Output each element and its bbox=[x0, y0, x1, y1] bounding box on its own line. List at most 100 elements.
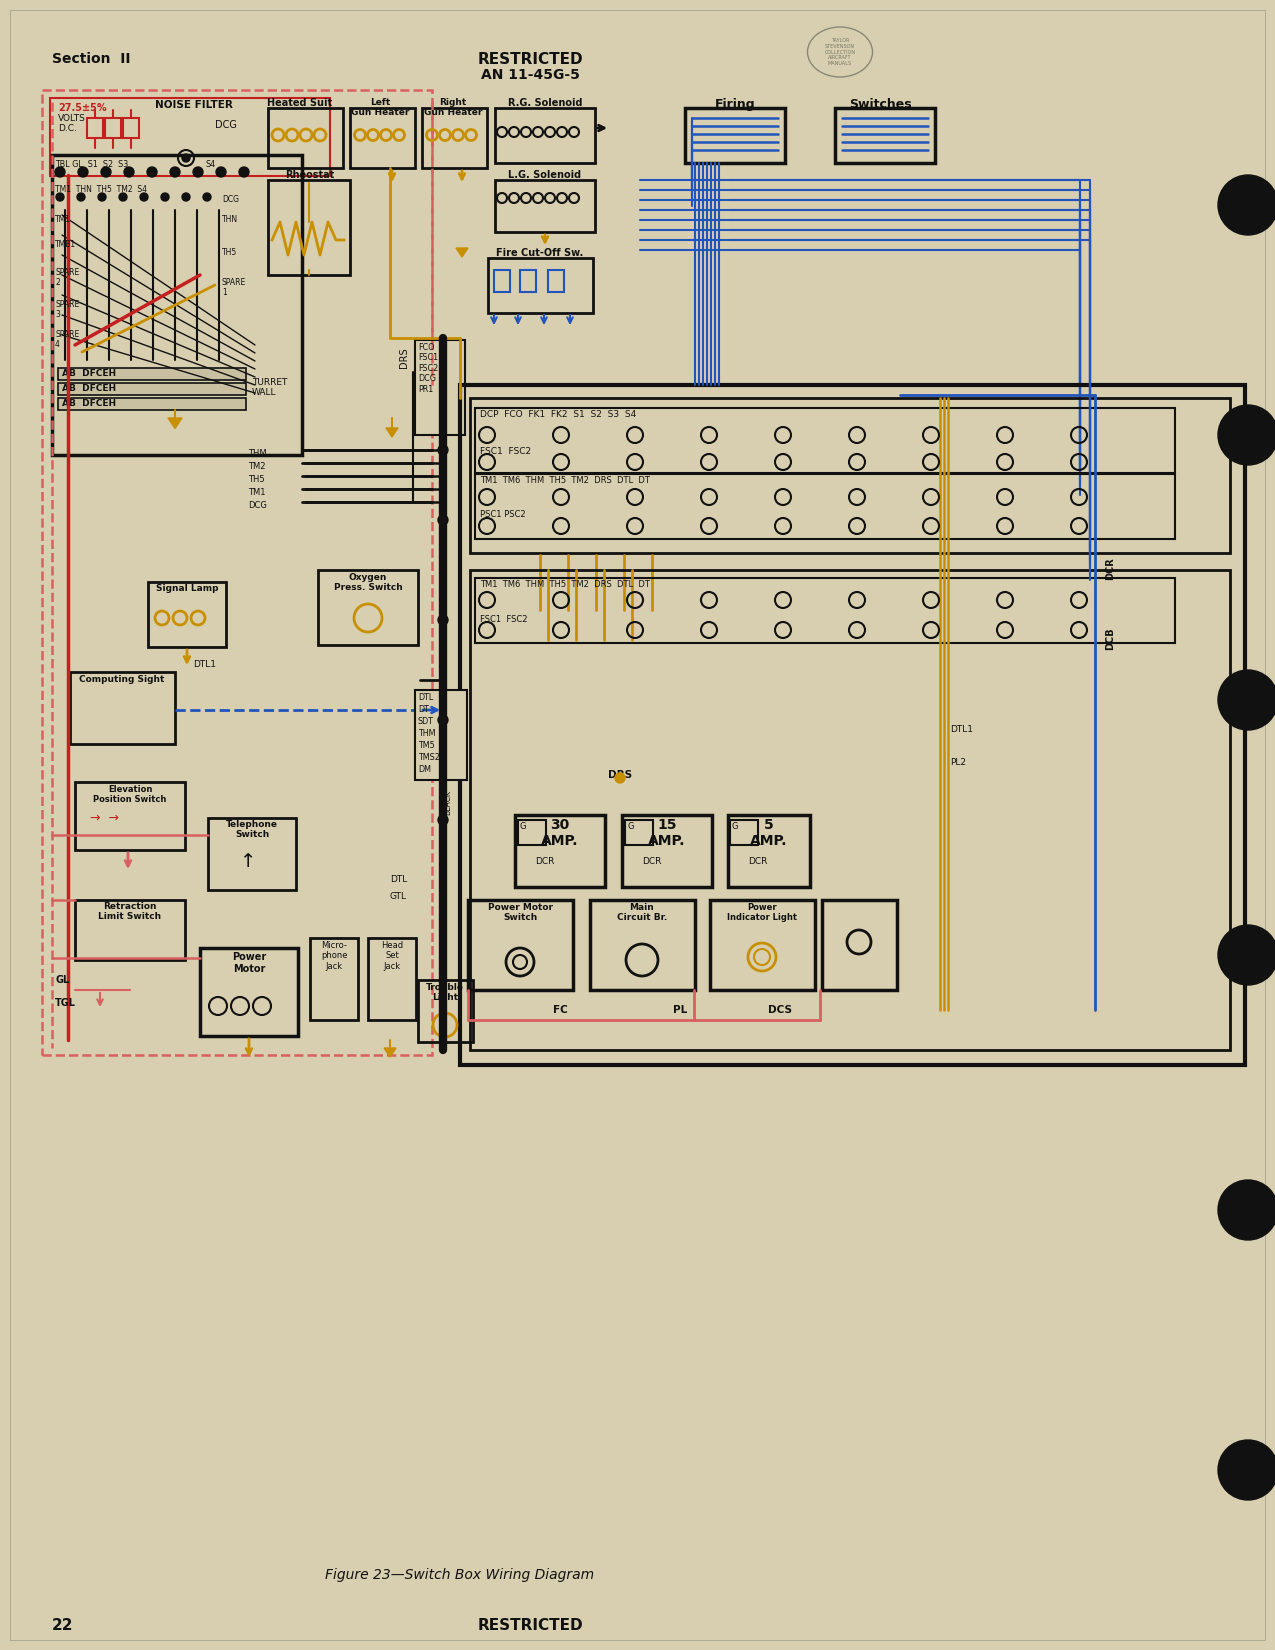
Circle shape bbox=[182, 193, 190, 201]
Bar bbox=[200, 949, 298, 1036]
Text: Fire Cut-Off Sw.: Fire Cut-Off Sw. bbox=[496, 248, 584, 257]
Text: DCG: DCG bbox=[222, 195, 238, 205]
Bar bbox=[70, 672, 175, 744]
Circle shape bbox=[215, 167, 226, 177]
Polygon shape bbox=[386, 427, 398, 437]
Text: 22: 22 bbox=[52, 1619, 74, 1633]
Text: THN: THN bbox=[222, 214, 238, 224]
Text: Firing: Firing bbox=[715, 97, 755, 111]
Text: Heated Suit: Heated Suit bbox=[268, 97, 333, 107]
Text: FCO
FSC1
FSC2
DCG
PR1: FCO FSC1 FSC2 DCG PR1 bbox=[418, 343, 439, 394]
Bar bbox=[548, 271, 564, 292]
Text: TM1: TM1 bbox=[55, 214, 71, 224]
Bar bbox=[268, 180, 351, 276]
Text: DCG: DCG bbox=[249, 502, 266, 510]
Text: PL2: PL2 bbox=[950, 757, 966, 767]
Bar bbox=[731, 820, 759, 845]
Circle shape bbox=[55, 167, 65, 177]
Text: TAYLOR
STEVENSON
COLLECTION
AIRCRAFT
MANUALS: TAYLOR STEVENSON COLLECTION AIRCRAFT MAN… bbox=[825, 38, 856, 66]
Text: FC: FC bbox=[552, 1005, 567, 1015]
Text: DCB: DCB bbox=[1105, 627, 1116, 650]
Bar bbox=[57, 398, 246, 409]
Text: DRS: DRS bbox=[608, 771, 632, 780]
Circle shape bbox=[140, 193, 148, 201]
Circle shape bbox=[439, 515, 448, 525]
Text: Right
Gun Heater: Right Gun Heater bbox=[423, 97, 482, 117]
Text: TGL: TGL bbox=[55, 998, 76, 1008]
Circle shape bbox=[101, 167, 111, 177]
Text: DCR: DCR bbox=[643, 856, 662, 866]
Text: TM1  THN  TH5  TM2  S4: TM1 THN TH5 TM2 S4 bbox=[55, 185, 147, 195]
Text: TM1  TM6  THM  TH5  TM2  DRS  DTL  DT: TM1 TM6 THM TH5 TM2 DRS DTL DT bbox=[479, 581, 650, 589]
Text: Section  II: Section II bbox=[52, 53, 130, 66]
Bar bbox=[414, 690, 467, 780]
Text: 30
AMP.: 30 AMP. bbox=[542, 818, 579, 848]
Text: DCG: DCG bbox=[215, 120, 237, 130]
Circle shape bbox=[439, 446, 448, 455]
Text: AB  DFCEH: AB DFCEH bbox=[62, 370, 116, 378]
Bar bbox=[87, 119, 103, 139]
Text: Computing Sight: Computing Sight bbox=[79, 675, 164, 685]
Bar bbox=[685, 107, 785, 163]
Text: DCR: DCR bbox=[748, 856, 768, 866]
Bar bbox=[351, 107, 414, 168]
Bar bbox=[518, 820, 546, 845]
Text: GL: GL bbox=[55, 975, 69, 985]
Bar bbox=[75, 899, 185, 960]
Text: DM: DM bbox=[418, 766, 431, 774]
Bar bbox=[317, 569, 418, 645]
Circle shape bbox=[76, 193, 85, 201]
Text: Telephone
Switch: Telephone Switch bbox=[226, 820, 278, 840]
Bar bbox=[476, 408, 1176, 474]
Text: Figure 23—Switch Box Wiring Diagram: Figure 23—Switch Box Wiring Diagram bbox=[325, 1568, 594, 1582]
Text: 15
AMP.: 15 AMP. bbox=[648, 818, 686, 848]
Text: R.G. Solenoid: R.G. Solenoid bbox=[507, 97, 583, 107]
Text: Micro-
phone
Jack: Micro- phone Jack bbox=[321, 940, 347, 970]
Text: TM1: TM1 bbox=[249, 488, 265, 497]
Text: TH5: TH5 bbox=[222, 248, 237, 257]
Polygon shape bbox=[384, 1048, 397, 1058]
Bar bbox=[476, 474, 1176, 540]
Text: SPARE
2: SPARE 2 bbox=[55, 267, 79, 287]
Circle shape bbox=[1218, 1440, 1275, 1500]
Text: Retraction
Limit Switch: Retraction Limit Switch bbox=[98, 903, 162, 921]
Text: G: G bbox=[520, 822, 527, 832]
Bar bbox=[470, 569, 1230, 1049]
Text: SPARE
3: SPARE 3 bbox=[55, 300, 79, 320]
Circle shape bbox=[439, 615, 448, 625]
Text: PSC1 PSC2: PSC1 PSC2 bbox=[479, 510, 525, 520]
Text: VOLTS: VOLTS bbox=[57, 114, 85, 124]
Text: Left
Gun Heater: Left Gun Heater bbox=[351, 97, 409, 117]
Text: Main
Circuit Br.: Main Circuit Br. bbox=[617, 903, 667, 922]
Circle shape bbox=[193, 167, 203, 177]
Text: DTL: DTL bbox=[418, 693, 434, 701]
Circle shape bbox=[78, 167, 88, 177]
Text: Switches: Switches bbox=[849, 97, 912, 111]
Text: AN 11-45G-5: AN 11-45G-5 bbox=[481, 68, 579, 82]
Bar bbox=[590, 899, 695, 990]
Text: TM5: TM5 bbox=[418, 741, 435, 751]
Bar bbox=[515, 815, 606, 888]
Circle shape bbox=[56, 193, 64, 201]
Text: →  →: → → bbox=[91, 812, 119, 825]
Circle shape bbox=[238, 167, 249, 177]
Circle shape bbox=[1218, 175, 1275, 234]
Bar bbox=[488, 257, 593, 314]
Text: DTL: DTL bbox=[390, 874, 407, 884]
Text: RESTRICTED: RESTRICTED bbox=[477, 53, 583, 68]
Bar bbox=[728, 815, 810, 888]
Text: S4: S4 bbox=[205, 160, 215, 168]
Text: 5
AMP.: 5 AMP. bbox=[750, 818, 788, 848]
Circle shape bbox=[615, 772, 625, 784]
Bar bbox=[208, 818, 296, 889]
Bar bbox=[414, 340, 465, 436]
Bar bbox=[368, 937, 416, 1020]
Bar bbox=[75, 782, 185, 850]
Bar bbox=[476, 578, 1176, 644]
Circle shape bbox=[1218, 1180, 1275, 1241]
Text: TBL GL  S1  S2  S3: TBL GL S1 S2 S3 bbox=[55, 160, 129, 168]
Text: Trouble
Light: Trouble Light bbox=[426, 983, 464, 1003]
Bar bbox=[835, 107, 935, 163]
Text: 27.5±5%: 27.5±5% bbox=[57, 102, 107, 112]
Bar bbox=[148, 582, 226, 647]
